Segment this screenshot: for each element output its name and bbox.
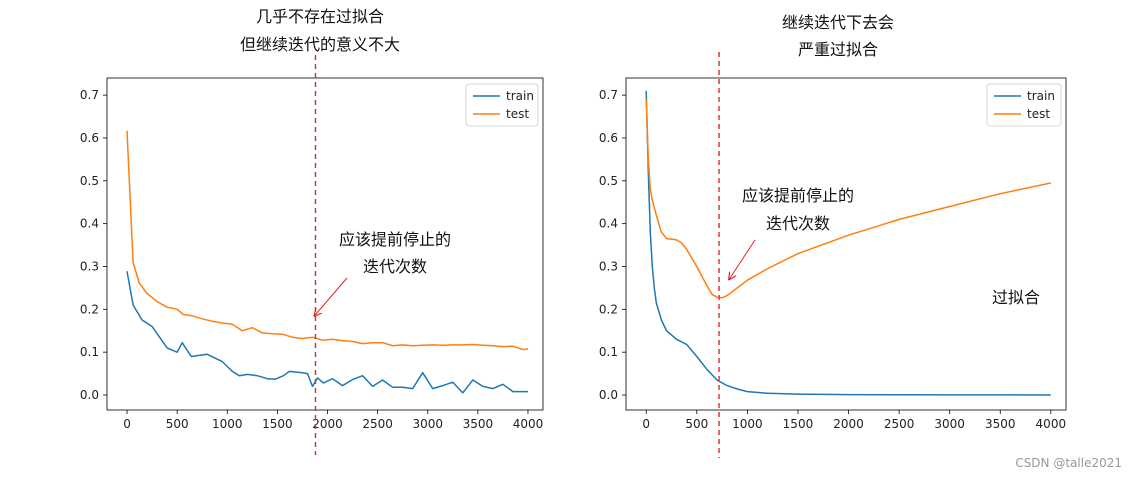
- right-plot-frame: [625, 77, 1067, 411]
- right-legend-label-train: train: [1027, 89, 1055, 103]
- left-ytick-label: 0.2: [80, 302, 99, 316]
- left-axis-ticks: 0 500 1000 1500 2000 2500 3000 3500 4000 0.0 0.1 0.…: [80, 88, 543, 431]
- right-ytick-label: 0.2: [599, 302, 618, 316]
- left-xtick-label: 2000: [312, 417, 343, 431]
- left-series-test: [126, 130, 529, 351]
- right-stop-annotation-line1: 应该提前停止的: [742, 186, 854, 205]
- right-overfit-annotation: 过拟合: [992, 288, 1040, 307]
- right-xtick-label: 4000: [1036, 417, 1067, 431]
- right-xtick-label: 0: [642, 417, 650, 431]
- left-series-train: [126, 271, 528, 394]
- left-top-annotation-line1: 几乎不存在过拟合: [256, 7, 384, 26]
- right-top-annotation-line1: 继续迭代下去会: [782, 13, 894, 32]
- left-xtick-label: 0: [123, 417, 131, 431]
- right-ytick-label: 0.1: [599, 345, 618, 359]
- right-ytick-label: 0.4: [599, 217, 618, 231]
- left-stop-annotation-line1: 应该提前停止的: [339, 230, 451, 249]
- left-chart: 0 500 1000 1500 2000 2500 3000 3500 4000 0.0 0.1 0.…: [80, 7, 544, 431]
- left-xtick-label: 1000: [212, 417, 243, 431]
- left-stop-annotation-line2: 迭代次数: [363, 257, 427, 276]
- right-series-test: [645, 99, 1051, 299]
- right-xtick-label: 1500: [783, 417, 814, 431]
- right-ytick-label: 0.6: [599, 131, 618, 145]
- left-ytick-label: 0.5: [80, 174, 99, 188]
- right-legend-box: [986, 83, 1062, 127]
- left-xtick-label: 2500: [362, 417, 393, 431]
- left-legend-label-train: train: [506, 89, 534, 103]
- left-legend-label-test: test: [506, 107, 529, 121]
- right-xtick-label: 2500: [884, 417, 915, 431]
- left-xtick-label: 500: [166, 417, 189, 431]
- left-ytick-label: 0.7: [80, 88, 99, 102]
- left-top-annotation-line2: 但继续迭代的意义不大: [240, 35, 400, 54]
- left-legend: train test: [465, 83, 539, 127]
- left-stop-arrow: [314, 277, 348, 316]
- right-stop-arrow: [729, 239, 756, 279]
- left-plot-frame: [106, 77, 544, 411]
- right-xtick-label: 500: [685, 417, 708, 431]
- left-xtick-label: 3000: [412, 417, 443, 431]
- right-ytick-label: 0.0: [599, 388, 618, 402]
- right-chart: 0 500 1000 1500 2000 2500 3000 3500 4000 0.0 0.1 0.…: [599, 13, 1067, 431]
- left-series-lines: [126, 130, 529, 394]
- right-ytick-label: 0.7: [599, 88, 618, 102]
- left-xtick-label: 4000: [513, 417, 544, 431]
- right-axis-ticks: 0 500 1000 1500 2000 2500 3000 3500 4000 0.0 0.1 0.…: [599, 88, 1066, 431]
- right-ytick-label: 0.5: [599, 174, 618, 188]
- right-stop-annotation-line2: 迭代次数: [766, 214, 830, 233]
- right-legend: train test: [986, 83, 1062, 127]
- right-xtick-label: 1000: [732, 417, 763, 431]
- right-xtick-label: 3500: [985, 417, 1016, 431]
- left-legend-box: [465, 83, 539, 127]
- left-ytick-label: 0.4: [80, 217, 99, 231]
- watermark: CSDN @talle2021: [1015, 456, 1122, 470]
- right-series-train: [645, 90, 1051, 396]
- left-ytick-label: 0.1: [80, 345, 99, 359]
- left-ytick-label: 0.3: [80, 259, 99, 273]
- left-ytick-label: 0.6: [80, 131, 99, 145]
- right-ytick-label: 0.3: [599, 259, 618, 273]
- right-top-annotation-line2: 严重过拟合: [798, 40, 878, 59]
- right-xtick-label: 3000: [934, 417, 965, 431]
- right-legend-label-test: test: [1027, 107, 1050, 121]
- left-ytick-label: 0.0: [80, 388, 99, 402]
- left-xtick-label: 1500: [262, 417, 293, 431]
- right-series-lines: [645, 90, 1051, 396]
- right-xtick-label: 2000: [833, 417, 864, 431]
- left-xtick-label: 3500: [463, 417, 494, 431]
